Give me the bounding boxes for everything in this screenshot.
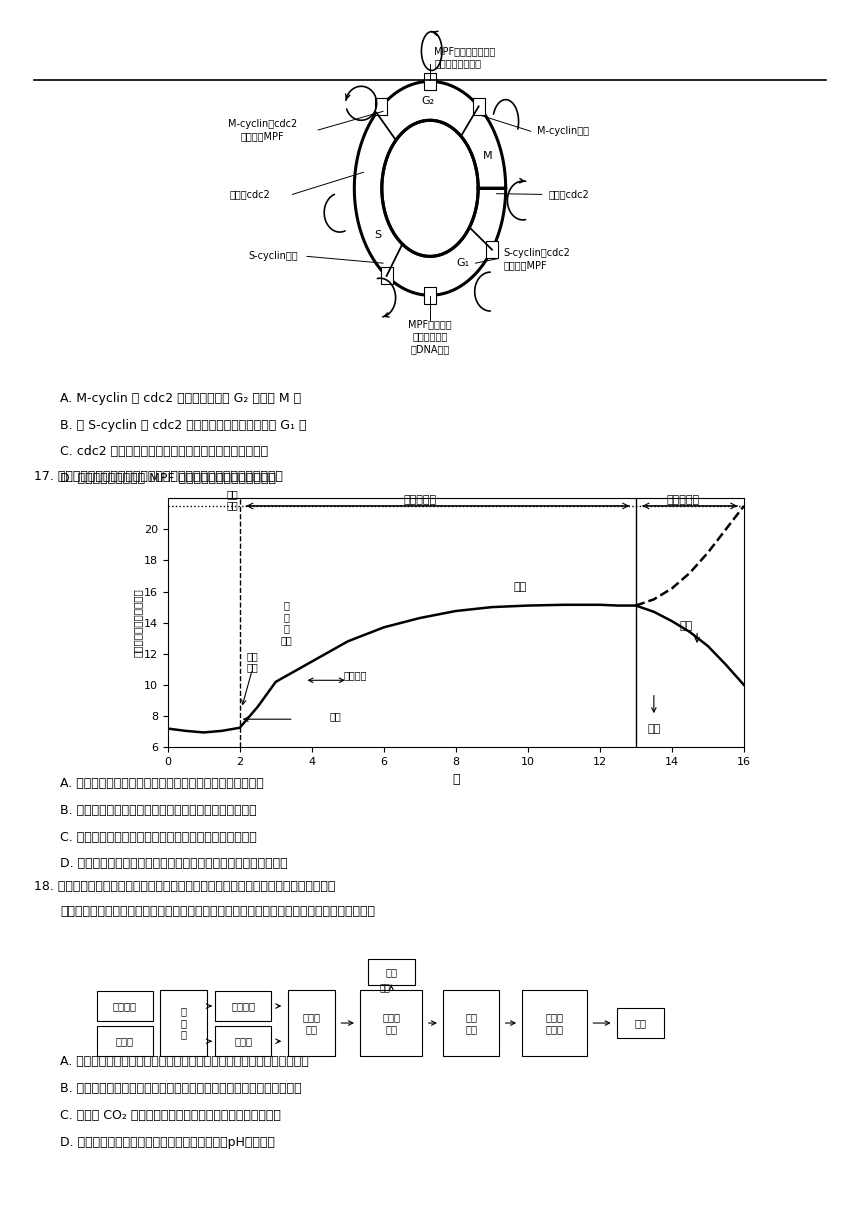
Text: 有限细胞系: 有限细胞系 [403, 495, 436, 504]
FancyBboxPatch shape [424, 287, 436, 304]
FancyBboxPatch shape [486, 241, 498, 258]
Text: 无限细胞系: 无限细胞系 [666, 495, 699, 504]
Text: S-cyclin酶解: S-cyclin酶解 [249, 252, 298, 261]
Text: 接种: 接种 [380, 984, 390, 993]
Text: M-cyclin与cdc2
结合形成MPF: M-cyclin与cdc2 结合形成MPF [228, 119, 297, 141]
Text: 库尔勒梨: 库尔勒梨 [113, 1001, 137, 1011]
Text: 麦芽汁: 麦芽汁 [235, 1036, 252, 1046]
Text: G₂: G₂ [421, 96, 434, 106]
Text: B. 若 S-cyclin 与 cdc2 结合受阻会导致细胞滞留于 G₁ 期: B. 若 S-cyclin 与 cdc2 结合受阻会导致细胞滞留于 G₁ 期 [60, 419, 307, 431]
FancyBboxPatch shape [96, 991, 153, 1021]
Text: 无活性cdc2: 无活性cdc2 [229, 190, 270, 199]
FancyBboxPatch shape [287, 990, 335, 1056]
Text: 初代
培养: 初代 培养 [227, 488, 238, 510]
Text: 传代间隔: 传代间隔 [343, 671, 366, 680]
Text: 传代: 传代 [329, 711, 341, 720]
Text: 香梨果汁: 香梨果汁 [231, 1001, 255, 1011]
Text: 死亡: 死亡 [648, 724, 660, 734]
Text: B. 保存在斜面培养基中的菌种，可以直接接种于发酵培养基中进行发酵: B. 保存在斜面培养基中的菌种，可以直接接种于发酵培养基中进行发酵 [60, 1083, 302, 1095]
FancyBboxPatch shape [617, 1008, 664, 1038]
Text: MPF触发系列
酶促反应，导
致DNA合成: MPF触发系列 酶促反应，导 致DNA合成 [408, 320, 452, 354]
FancyBboxPatch shape [215, 991, 271, 1021]
Text: 代谢产
物分离: 代谢产 物分离 [546, 1012, 563, 1034]
Text: D. 影响果啊风味的因素除了菌种外，还有原料、pH、温度等: D. 影响果啊风味的因素除了菌种外，还有原料、pH、温度等 [60, 1136, 275, 1148]
Text: 按比例
混合: 按比例 混合 [303, 1012, 320, 1034]
Text: 18. 果啊以浓郁突出的啊酒钒香和水果风味，倒受广大消费者青睐。以下是以库尔勒香梨: 18. 果啊以浓郁突出的啊酒钒香和水果风味，倒受广大消费者青睐。以下是以库尔勒香… [34, 881, 335, 893]
X-axis label: 周: 周 [452, 773, 459, 786]
Text: 17. 动物细胞培养时，培养细胞的生命期如下图所示。下列叙述正确的是: 17. 动物细胞培养时，培养细胞的生命期如下图所示。下列叙述正确的是 [34, 470, 283, 482]
Text: 预
处
理: 预 处 理 [181, 1006, 186, 1040]
FancyBboxPatch shape [160, 990, 206, 1056]
Text: A. 可以使用稀释涂布平板法或显微镜计数法对细胞进行计数: A. 可以使用稀释涂布平板法或显微镜计数法对细胞进行计数 [60, 778, 264, 790]
FancyBboxPatch shape [96, 1025, 153, 1057]
Text: 为主要原料，利用啊酒酵母，结合啊酒工艺工业生产果啊的基本工艺流程图。下列叙述正确的是: 为主要原料，利用啊酒酵母，结合啊酒工艺工业生产果啊的基本工艺流程图。下列叙述正确… [60, 905, 375, 917]
Text: C. 为了让 CO₂ 更易排出，发酵过程中空气的进气量不宜太大: C. 为了让 CO₂ 更易排出，发酵过程中空气的进气量不宜太大 [60, 1109, 281, 1121]
Y-axis label: 细胞世代数（对数尺度）: 细胞世代数（对数尺度） [132, 588, 143, 657]
Text: A. M-cyclin 与 cdc2 结合导致细胞从 G₂ 期进入 M 期: A. M-cyclin 与 cdc2 结合导致细胞从 G₂ 期进入 M 期 [60, 392, 301, 405]
Text: D. 有限细胞系培养过程中会出现接触抑制现象，而无限细胞系不会: D. 有限细胞系培养过程中会出现接触抑制现象，而无限细胞系不会 [60, 858, 288, 870]
FancyBboxPatch shape [473, 98, 485, 115]
Text: 转化: 转化 [514, 582, 527, 592]
FancyBboxPatch shape [523, 989, 587, 1056]
Text: MPF触发系列酶促反
应，导致有丝分裂: MPF触发系列酶促反 应，导致有丝分裂 [434, 46, 495, 68]
Text: M: M [482, 151, 492, 160]
Text: S-cyclin与cdc2
结合形成MPF: S-cyclin与cdc2 结合形成MPF [503, 248, 570, 270]
FancyBboxPatch shape [381, 267, 393, 284]
Text: D. 细胞周期中不同时期 MPF 的空间结构会发生周期性变化: D. 细胞周期中不同时期 MPF 的空间结构会发生周期性变化 [60, 473, 276, 485]
Text: 老化: 老化 [679, 621, 692, 631]
Text: 发酵培
养基: 发酵培 养基 [383, 1012, 400, 1034]
Text: G₁: G₁ [457, 258, 470, 267]
FancyBboxPatch shape [360, 989, 422, 1056]
FancyBboxPatch shape [215, 1025, 271, 1057]
Text: C. cdc2 可反复起作用，在细胞周期过程中无需重新合成: C. cdc2 可反复起作用，在细胞周期过程中无需重新合成 [60, 446, 268, 458]
Text: M-cyclin酶解: M-cyclin酶解 [537, 126, 588, 136]
Text: 大型
发酵: 大型 发酵 [465, 1012, 477, 1034]
Text: B. 传代培养时，常用胰蛋白酶处理使原培养瓶内细胞分散: B. 传代培养时，常用胰蛋白酶处理使原培养瓶内细胞分散 [60, 804, 257, 816]
Text: A. 图中两种原料的预处理方式不同，按比例混合后可直接作为发酵培养基: A. 图中两种原料的预处理方式不同，按比例混合后可直接作为发酵培养基 [60, 1056, 309, 1068]
Text: S: S [374, 230, 381, 239]
Polygon shape [354, 81, 506, 295]
Text: 第
一
次
传代: 第 一 次 传代 [280, 600, 292, 645]
Text: 菌种: 菌种 [385, 967, 397, 977]
Text: C. 随着细胞传代次数不断增加，传代间隔的时长越来越小: C. 随着细胞传代次数不断增加，传代间隔的时长越来越小 [60, 831, 257, 843]
Text: 接种
培养: 接种 培养 [247, 651, 258, 672]
Text: 大麦芽: 大麦芽 [116, 1036, 133, 1046]
FancyBboxPatch shape [424, 73, 436, 90]
Text: 成品: 成品 [635, 1018, 647, 1028]
Text: 无活性cdc2: 无活性cdc2 [549, 190, 589, 199]
FancyBboxPatch shape [444, 989, 499, 1056]
FancyBboxPatch shape [375, 98, 387, 115]
FancyBboxPatch shape [368, 959, 415, 985]
